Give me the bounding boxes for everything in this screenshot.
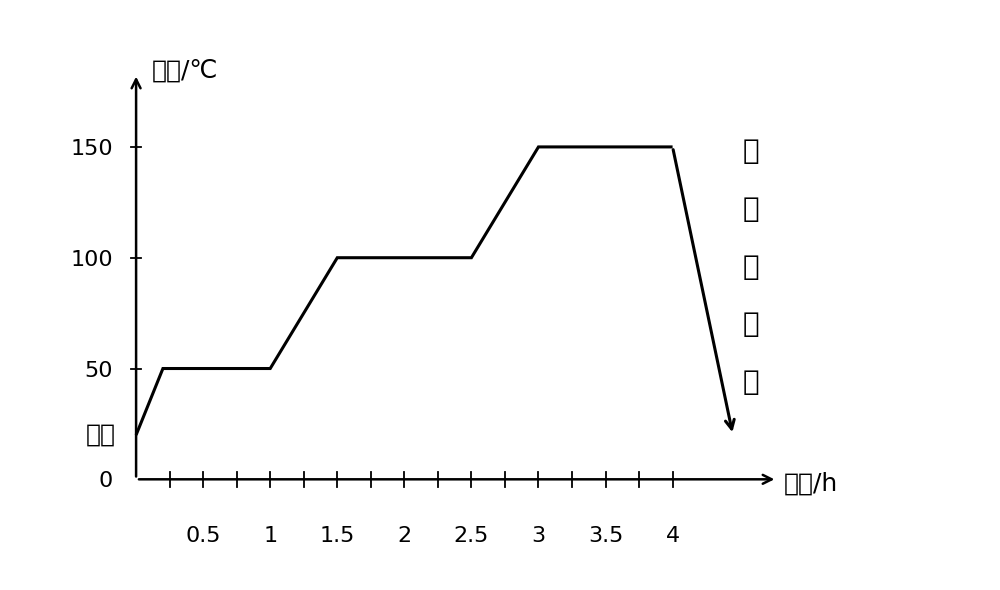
Text: 空: 空 [742, 137, 759, 165]
Text: 温度/℃: 温度/℃ [152, 58, 219, 82]
Text: 冷: 冷 [742, 195, 759, 223]
Text: 室: 室 [742, 310, 759, 338]
Text: 至: 至 [742, 253, 759, 281]
Text: 温: 温 [742, 368, 759, 396]
Text: 室温: 室温 [86, 423, 116, 447]
Text: 时间/h: 时间/h [784, 472, 838, 496]
